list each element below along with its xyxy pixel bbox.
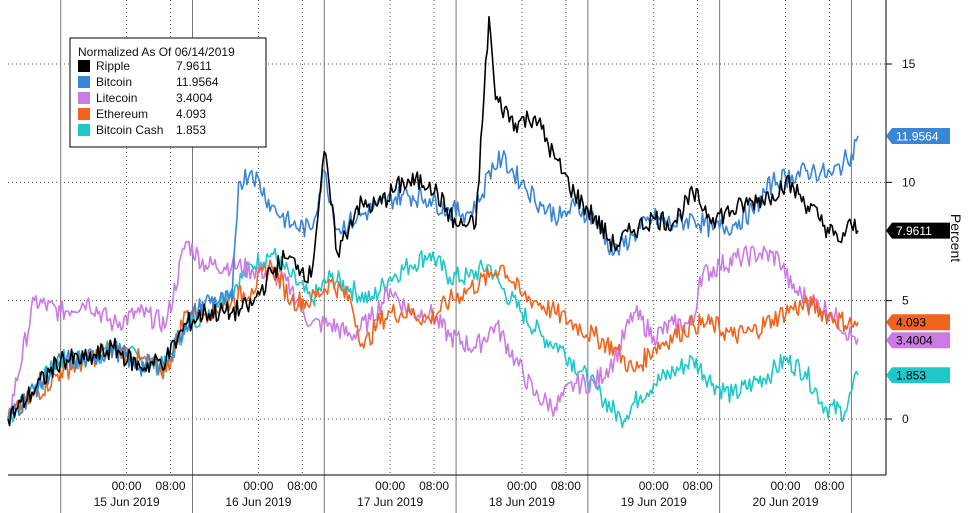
badge-value: 1.853 (896, 369, 926, 383)
y-tick-label: 0 (902, 412, 909, 426)
y-axis-label: Percent (948, 214, 964, 262)
badge-bitcoin-cash: 1.853 (886, 367, 950, 384)
legend-box (69, 37, 267, 148)
badge-value: 3.4004 (896, 334, 933, 348)
legend-series-value: 4.093 (176, 107, 206, 121)
series-line-ethereum (7, 259, 859, 420)
last-value-badges: 11.9564 7.9611 4.093 3.4004 1.853 (886, 127, 950, 384)
badge-bitcoin: 11.9564 (886, 127, 950, 144)
x-tick-label: 08:00 (814, 479, 844, 493)
series-line-bitcoin (7, 135, 859, 420)
series-line-ripple (7, 15, 859, 427)
x-tick-label: 08:00 (683, 479, 713, 493)
series-line-bitcoin-cash (7, 247, 859, 429)
x-tick-label: 00:00 (507, 479, 537, 493)
badge-value: 7.9611 (896, 224, 932, 238)
x-tick-label: 08:00 (287, 479, 317, 493)
badge-shape (886, 127, 950, 144)
x-day-label: 17 Jun 2019 (357, 495, 423, 509)
x-tick-label: 08:00 (551, 479, 581, 493)
badge-litecoin: 3.4004 (886, 332, 950, 349)
x-day-label: 16 Jun 2019 (225, 495, 291, 509)
legend-series-name: Bitcoin Cash (96, 123, 163, 137)
y-tick-label: 5 (902, 294, 909, 308)
y-tick-label: 10 (902, 175, 916, 189)
x-day-label: 19 Jun 2019 (621, 495, 687, 509)
legend-series-name: Ripple (96, 59, 130, 73)
legend-swatch (78, 124, 90, 136)
x-day-label: 18 Jun 2019 (489, 495, 555, 509)
legend-swatch (78, 60, 90, 72)
badge-value: 4.093 (896, 316, 926, 330)
badge-shape (886, 367, 950, 384)
axes: 0 5 10 15 00:00 08:00 00:00 08:00 00:00 08:00 00:0… (8, 0, 916, 509)
legend-swatch (78, 76, 90, 88)
legend-series-value: 3.4004 (176, 91, 213, 105)
legend-swatch (78, 108, 90, 120)
x-tick-label: 00:00 (375, 479, 405, 493)
legend-series-value: 11.9564 (176, 75, 219, 89)
legend-series-name: Bitcoin (96, 75, 132, 89)
series-lines (7, 15, 859, 429)
x-tick-label: 00:00 (243, 479, 273, 493)
badge-shape (886, 332, 950, 349)
badge-ripple: 7.9611 (886, 222, 950, 239)
legend-title: Normalized As Of 06/14/2019 (78, 45, 235, 59)
x-day-label: 15 Jun 2019 (94, 495, 160, 509)
legend-series-name: Litecoin (96, 91, 137, 105)
legend-series-value: 1.853 (176, 123, 206, 137)
x-tick-label: 00:00 (112, 479, 142, 493)
x-tick-label: 08:00 (419, 479, 449, 493)
legend-swatch (78, 92, 90, 104)
legend-series-value: 7.9611 (176, 59, 212, 73)
badge-shape (886, 222, 950, 239)
badge-ethereum: 4.093 (886, 314, 950, 331)
badge-value: 11.9564 (896, 129, 939, 143)
legend-series-name: Ethereum (96, 107, 148, 121)
x-tick-label: 00:00 (639, 479, 669, 493)
x-tick-label: 08:00 (156, 479, 186, 493)
legend: Normalized As Of 06/14/2019 Ripple 7.9611… (69, 37, 267, 148)
y-tick-label: 15 (902, 57, 916, 71)
x-day-label: 20 Jun 2019 (752, 495, 818, 509)
x-tick-label: 00:00 (771, 479, 801, 493)
badge-shape (886, 314, 950, 331)
